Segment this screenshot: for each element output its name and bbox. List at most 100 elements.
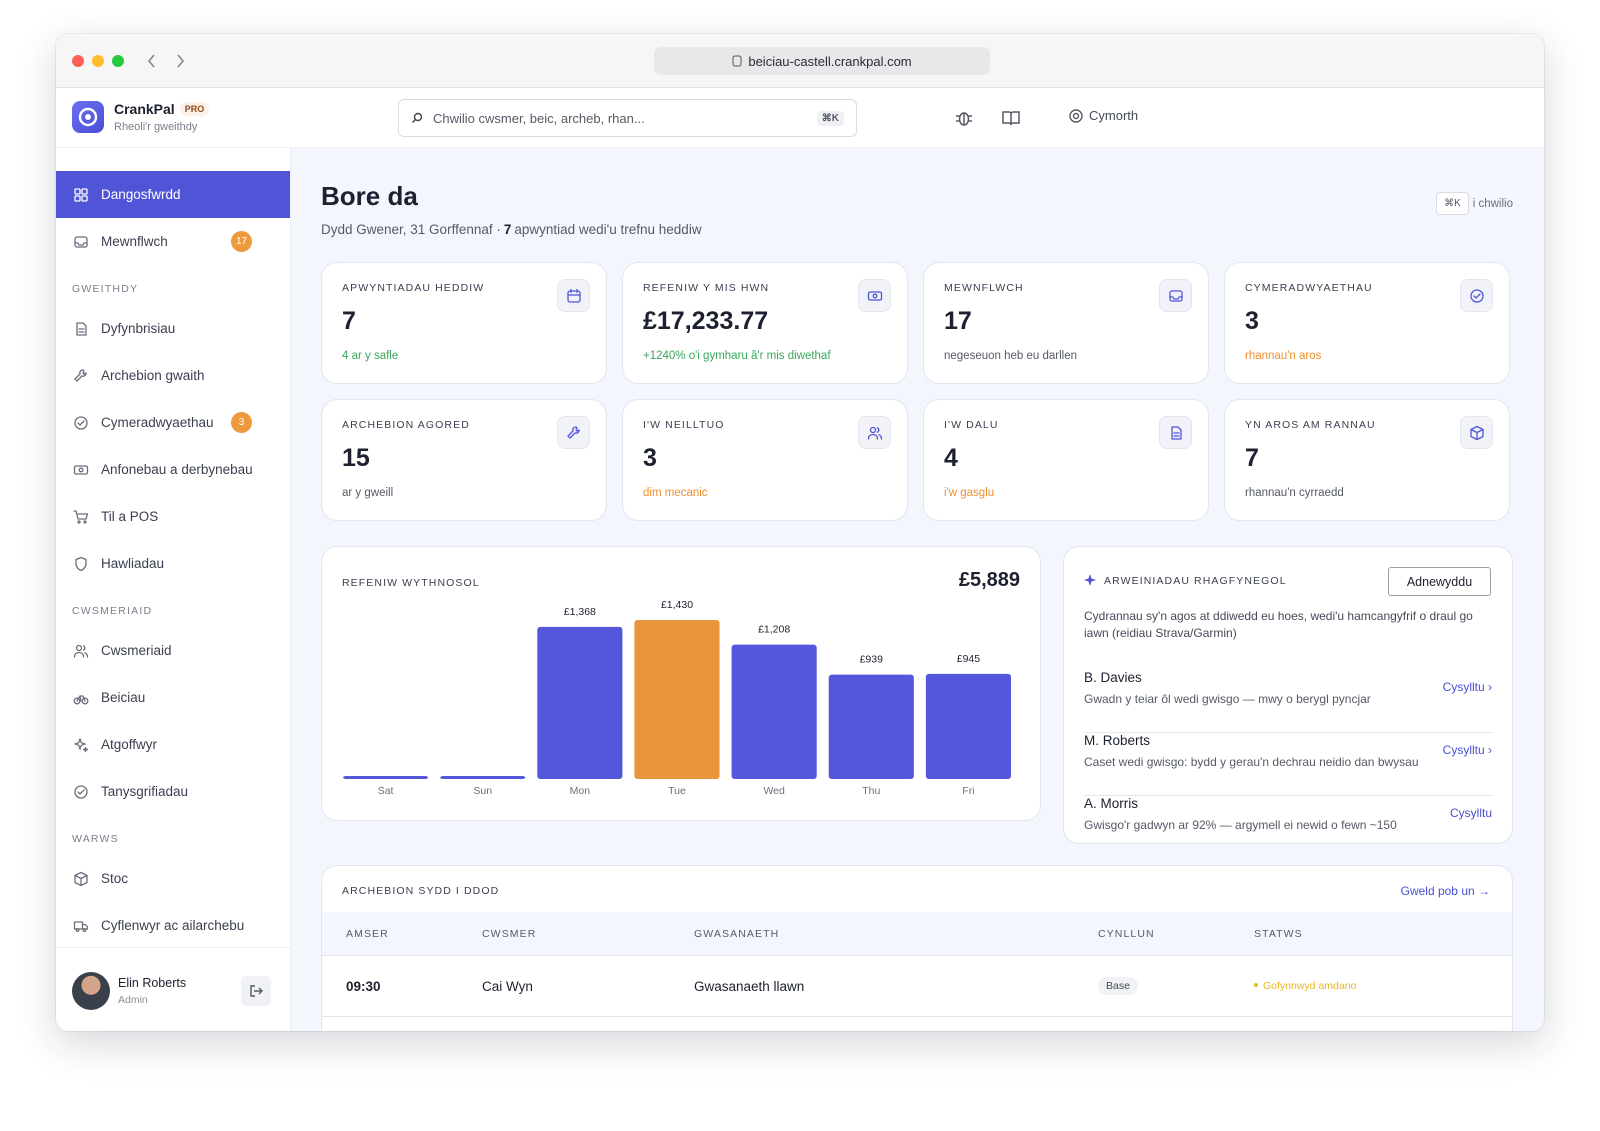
brand-name: CrankPal (114, 101, 175, 117)
lead-name: A. Morris (1084, 796, 1138, 811)
nav-item[interactable]: Mewnflwch 17 (56, 218, 290, 265)
icon-shape (74, 241, 88, 246)
icon-shape (74, 368, 87, 382)
icon-shape (74, 235, 88, 248)
refresh-button[interactable]: Adnewyddu (1388, 567, 1491, 596)
icon-shape (74, 187, 88, 202)
icon-shape (74, 737, 86, 750)
main-content: Bore da Dydd Gwener, 31 Gorffennaf · 7 apw… (291, 148, 1544, 1031)
widgets-row: REFENIW WYTHNOSOL £5,889 Sat Sun £1,368 Mon… (321, 546, 1513, 844)
icon (73, 462, 89, 478)
docs-icon[interactable] (1001, 108, 1021, 128)
nav-item[interactable]: Cymeradwyaethau 3 (56, 399, 290, 446)
nav-label: Dyfynbrisiau (101, 321, 176, 336)
leads-card: ARWEINIADAU RHAGFYNEGOL Adnewyddu Cydran… (1063, 546, 1513, 844)
lead-detail: Gwadn y teiar ôl wedi gwisgo — mwy o ber… (1084, 692, 1371, 706)
greeting-subtitle: Dydd Gwener, 31 Gorffennaf · 7 apwyntiad w… (321, 222, 1513, 237)
nav-item[interactable]: Til a POS (56, 493, 290, 540)
bar (634, 620, 720, 779)
icon-shape (867, 290, 882, 301)
icon-shape (82, 644, 89, 658)
stat-icon (557, 416, 590, 449)
icon-shape (566, 425, 580, 439)
x-tick-label: Wed (763, 785, 785, 797)
table-header: AMSER CWSMER GWASANAETH CYNLLUN STATWS (322, 912, 1512, 956)
icon-shape (1469, 428, 1484, 440)
minimize-button[interactable] (92, 55, 104, 67)
avatar (72, 972, 110, 1010)
nav-item[interactable]: Dangosfwrdd (56, 171, 290, 218)
icon-shape (73, 694, 89, 704)
nav-item[interactable]: Archebion gwaith (56, 352, 290, 399)
help-icon (1069, 108, 1083, 123)
icon-shape (75, 556, 87, 571)
icon-shape (74, 737, 89, 752)
icon-shape (867, 433, 878, 440)
stat-note: +1240% o'i gymharu â'r mis diwethaf (643, 350, 831, 362)
x-tick-label: Mon (570, 785, 591, 797)
lead-action[interactable]: Cysylltu › (1442, 743, 1492, 757)
bar-chart: Sat Sun £1,368 Mon £1,430 Tue £1,208 Wed £939 Thu… (343, 599, 1011, 797)
icon (1469, 288, 1485, 304)
hint-key: ⌘K (1436, 192, 1469, 215)
bar-value-label: £1,368 (564, 606, 596, 618)
nav-item[interactable]: Cwsmeriaid (56, 627, 290, 674)
icon (73, 918, 89, 934)
stat-note: negeseuon heb eu darllen (944, 350, 1078, 362)
logo-mark (78, 107, 98, 127)
stat-note: 4 ar y safle (342, 350, 399, 362)
x-tick-label: Fri (962, 785, 974, 797)
icon-shape (1472, 292, 1481, 299)
icon-shape (74, 235, 88, 248)
maximize-button[interactable] (112, 55, 124, 67)
lead-action[interactable]: Cysylltu (1449, 806, 1492, 820)
help-link[interactable]: Cymorth (1069, 108, 1138, 123)
icon-shape (566, 288, 581, 303)
icon-shape (1084, 574, 1096, 586)
nav-item[interactable]: Dyfynbrisiau (56, 305, 290, 352)
table-cell: Cai Wyn (482, 978, 533, 994)
stat-icon (858, 279, 891, 312)
nav-arrows[interactable] (146, 52, 186, 70)
table-cell: Base (1098, 977, 1138, 995)
table-row[interactable]: 09:30 Cai Wyn Gwasanaeth llawn Base Gofynnwy… (322, 956, 1512, 1017)
icon-shape (869, 426, 876, 433)
stat-card: I'W DALU 4 i'w gasglu (923, 399, 1209, 521)
browser-window: beiciau-castell.crankpal.com CrankPal PRO… (56, 34, 1544, 1031)
bug-icon[interactable] (954, 108, 974, 128)
lead-action[interactable]: Cysylltu › (1442, 680, 1492, 694)
table-cell: 09:30 (346, 978, 381, 994)
nav-item[interactable]: Stoc (56, 855, 290, 902)
nav-item[interactable]: Tanysgrifiadau (56, 768, 290, 815)
search-box[interactable]: Chwilio cwsmer, beic, archeb, rhan... ⌘K (398, 99, 857, 137)
bar (537, 626, 623, 779)
icon-shape (956, 113, 972, 125)
stat-label: CYMERADWYAETHAU (1245, 282, 1373, 294)
nav-label: Cwsmeriaid (101, 643, 172, 658)
x-tick-label: Sat (378, 785, 394, 797)
app-header: CrankPal PRO Rheoli'r gweithdy Chwilio cw… (56, 88, 1544, 148)
logo (72, 101, 104, 133)
nav-item[interactable]: Cyflenwyr ac ailarchebu (56, 902, 290, 949)
chart-total: £5,889 (958, 569, 1020, 591)
column-header: GWASANAETH (694, 927, 780, 940)
close-button[interactable] (72, 55, 84, 67)
stat-label: MEWNFLWCH (944, 282, 1024, 294)
icon-shape (74, 784, 88, 799)
stat-icon (858, 416, 891, 449)
nav-item[interactable]: Anfonebau a derbynebau (56, 446, 290, 493)
nav-label: Beiciau (101, 690, 146, 705)
logout-button[interactable] (241, 976, 271, 1006)
address-bar[interactable]: beiciau-castell.crankpal.com (654, 47, 990, 75)
nav-item[interactable]: Hawliadau (56, 540, 290, 587)
lead-detail: Caset wedi gwisgo: bydd y gerau'n dechra… (1084, 755, 1419, 769)
nav-item[interactable]: Beiciau (56, 674, 290, 721)
nav-label: Dangosfwrdd (101, 187, 181, 202)
icon-shape (76, 321, 87, 336)
view-all-link[interactable]: Gweld pob un → (1400, 884, 1490, 898)
icon-shape (876, 426, 882, 440)
nav-item[interactable]: Atgoffwyr (56, 721, 290, 768)
icon-shape (74, 194, 81, 202)
icon-shape (872, 293, 877, 298)
